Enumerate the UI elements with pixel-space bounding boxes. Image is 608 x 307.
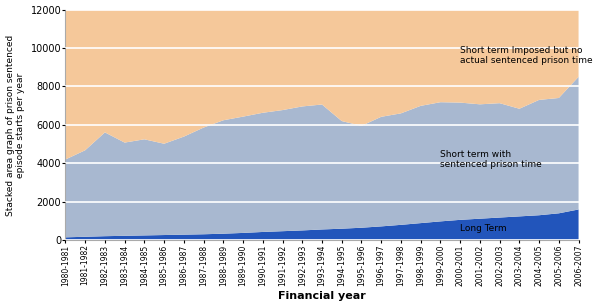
Text: Long Term: Long Term — [460, 224, 507, 233]
Y-axis label: Stacked area graph of prison sentenced
episode starts per year: Stacked area graph of prison sentenced e… — [5, 34, 25, 216]
X-axis label: Financial year: Financial year — [278, 291, 366, 301]
Text: Short term with
sentenced prison time: Short term with sentenced prison time — [440, 150, 542, 169]
Text: Short term Imposed but no
actual sentenced prison time: Short term Imposed but no actual sentenc… — [460, 46, 593, 65]
